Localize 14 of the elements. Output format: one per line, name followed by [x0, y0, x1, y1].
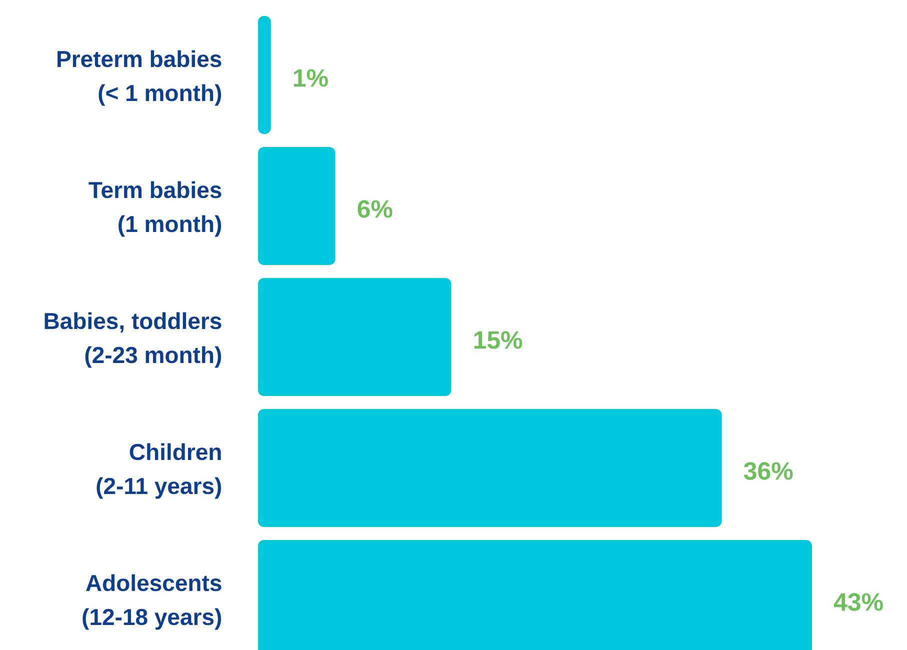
bar: [258, 147, 336, 265]
data-label: 1%: [294, 69, 328, 87]
y-tick-label: Children (2-11 years): [96, 443, 222, 499]
y-tick-label: Term babies (1 month): [88, 181, 222, 237]
data-label: 15%: [474, 331, 522, 349]
data-label: 36%: [744, 462, 793, 480]
y-tick-label: Babies, toddlers (2-23 month): [44, 312, 222, 368]
y-tick-label: Preterm babies (< 1 month): [58, 50, 222, 106]
data-label: 43%: [834, 593, 883, 611]
bar: [258, 16, 271, 134]
data-label: 6%: [358, 200, 392, 218]
y-tick-label: Adolescents (12-18 years): [82, 574, 222, 630]
bar: [258, 278, 452, 396]
bar: [258, 408, 722, 527]
